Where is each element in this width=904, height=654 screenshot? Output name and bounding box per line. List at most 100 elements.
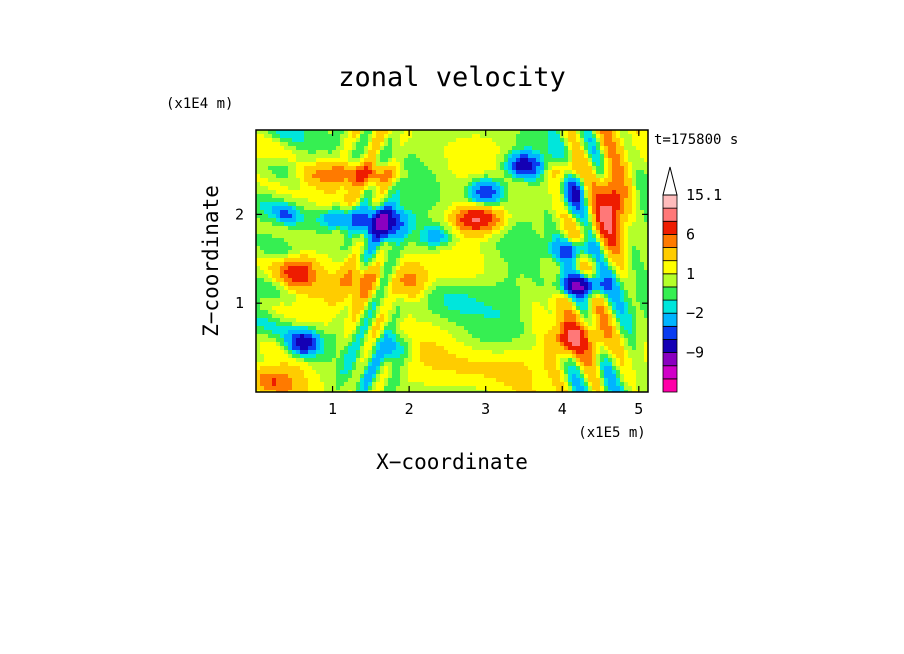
field-cell [628,242,633,247]
field-cell [424,298,429,303]
field-cell [408,258,413,263]
field-cell [280,170,285,175]
field-cell [428,266,433,271]
field-cell [520,246,525,251]
field-cell [320,198,325,203]
field-cell [392,154,397,159]
field-cell [528,306,533,311]
field-cell [276,154,281,159]
field-cell [596,186,601,191]
field-cell [556,138,561,143]
field-cell [324,202,329,207]
field-cell [316,226,321,231]
field-cell [420,146,425,151]
field-cell [404,330,409,335]
field-cell [288,234,293,239]
field-cell [536,330,541,335]
field-cell [372,150,377,155]
field-cell [340,226,345,231]
field-cell [404,298,409,303]
field-cell [560,258,565,263]
field-cell [424,194,429,199]
field-cell [560,318,565,323]
field-cell [256,178,261,183]
field-cell [544,294,549,299]
field-cell [512,230,517,235]
field-cell [480,234,485,239]
field-cell [348,262,353,267]
field-cell [524,302,529,307]
field-cell [572,198,577,203]
field-cell [612,222,617,227]
field-cell [428,250,433,255]
field-cell [496,254,501,259]
field-cell [452,194,457,199]
field-cell [500,206,505,211]
field-cell [496,322,501,327]
field-cell [280,226,285,231]
field-cell [568,266,573,271]
field-cell [628,262,633,267]
field-cell [304,314,309,319]
field-cell [504,142,509,147]
field-cell [256,186,261,191]
field-cell [552,278,557,283]
field-cell [364,214,369,219]
field-cell [552,270,557,275]
field-cell [624,226,629,231]
field-cell [276,226,281,231]
field-cell [476,238,481,243]
field-cell [580,190,585,195]
field-cell [520,218,525,223]
field-cell [444,166,449,171]
field-cell [620,166,625,171]
field-cell [388,298,393,303]
field-cell [360,242,365,247]
field-cell [436,242,441,247]
field-cell [424,242,429,247]
field-cell [428,286,433,291]
field-cell [364,134,369,139]
field-cell [308,210,313,215]
field-cell [388,166,393,171]
field-cell [284,210,289,215]
field-cell [292,194,297,199]
field-cell [616,250,621,255]
field-cell [440,214,445,219]
field-cell [364,210,369,215]
field-cell [576,306,581,311]
field-cell [544,142,549,147]
field-cell [492,262,497,267]
field-cell [464,294,469,299]
field-cell [336,186,341,191]
field-cell [504,186,509,191]
field-cell [460,162,465,167]
field-cell [340,158,345,163]
field-cell [452,158,457,163]
field-cell [536,150,541,155]
field-cell [440,166,445,171]
field-cell [432,190,437,195]
field-cell [528,266,533,271]
field-cell [636,258,641,263]
field-cell [472,182,477,187]
field-cell [316,302,321,307]
field-cell [424,190,429,195]
field-cell [552,226,557,231]
field-cell [496,130,501,135]
field-cell [308,202,313,207]
field-cell [348,310,353,315]
field-cell [324,214,329,219]
field-cell [296,286,301,291]
field-cell [356,178,361,183]
field-cell [608,178,613,183]
field-cell [344,286,349,291]
field-cell [564,198,569,203]
field-cell [328,254,333,259]
field-cell [556,154,561,159]
field-cell [572,330,577,335]
field-cell [292,206,297,211]
field-cell [496,138,501,143]
field-cell [280,254,285,259]
field-cell [264,190,269,195]
